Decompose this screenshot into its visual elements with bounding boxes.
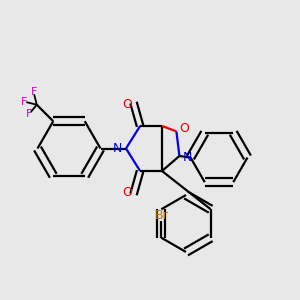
Text: N: N: [182, 151, 192, 164]
Text: O: O: [122, 186, 132, 200]
Text: O: O: [179, 122, 189, 136]
Text: F: F: [26, 109, 32, 119]
Text: F: F: [21, 97, 27, 107]
Text: Br: Br: [154, 209, 168, 222]
Text: F: F: [31, 87, 37, 97]
Text: N: N: [113, 142, 122, 155]
Text: O: O: [122, 98, 132, 111]
